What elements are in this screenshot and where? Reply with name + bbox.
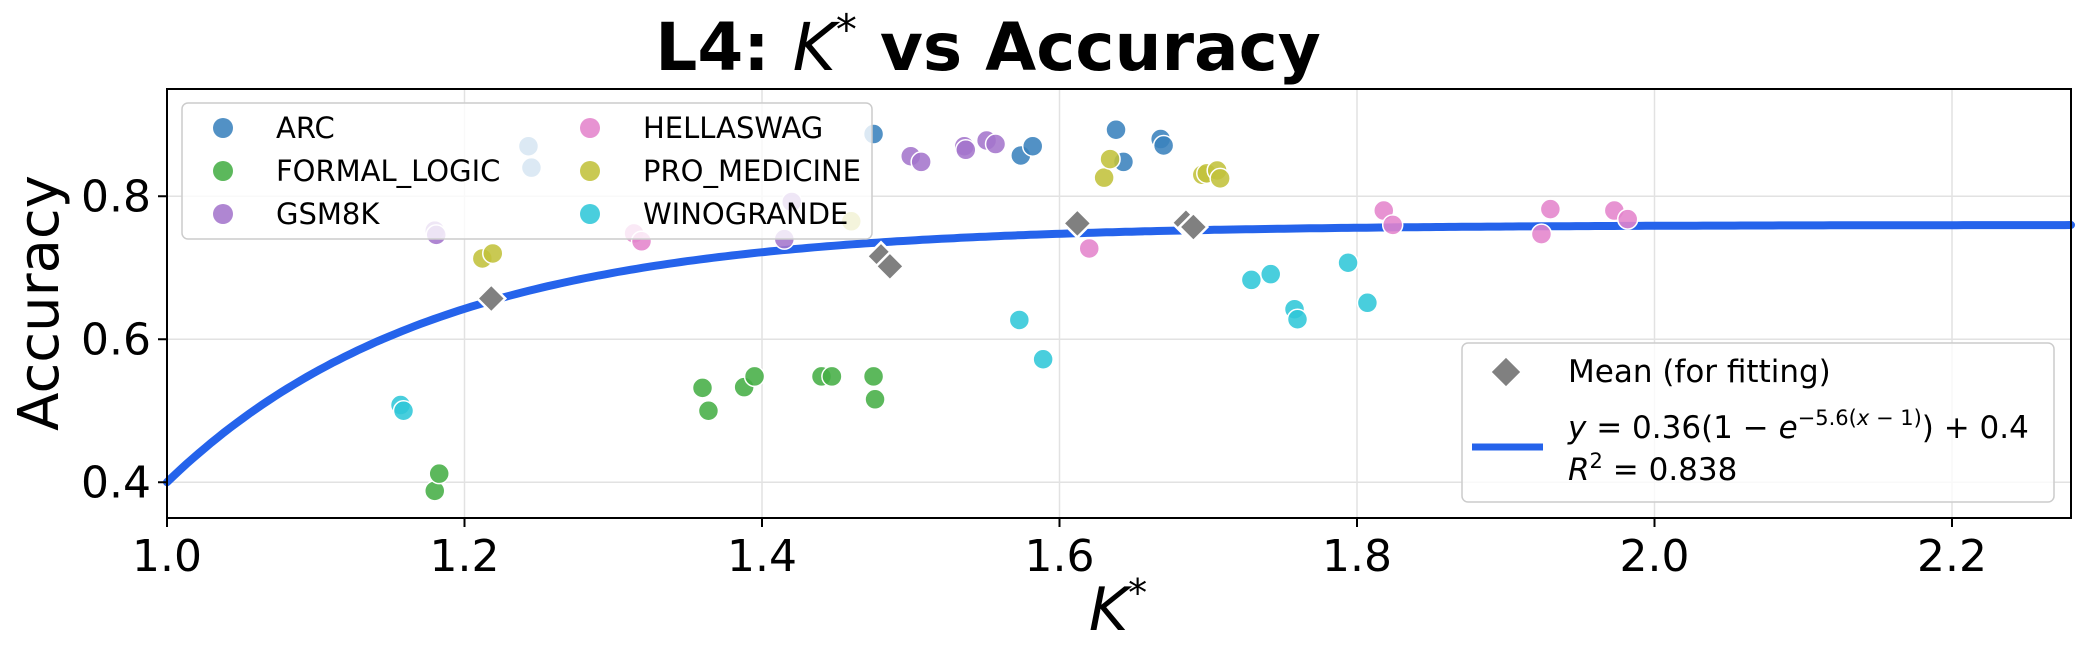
legend-marker: [580, 161, 600, 181]
legend-label: FORMAL_LOGIC: [276, 154, 500, 188]
point-hellaswag: [1530, 223, 1553, 245]
point-winogrande: [1259, 263, 1282, 285]
legend-label: ARC: [276, 111, 335, 145]
plot-frame: [166, 88, 2072, 519]
x-tick-label: 1.8: [1322, 531, 1392, 582]
point-arc: [1021, 135, 1044, 157]
point-gsm8k: [910, 151, 932, 173]
x-tick-label: 1.4: [727, 531, 797, 582]
chart-title-var: K: [793, 9, 841, 86]
mean-marker: [874, 250, 906, 283]
point-winogrande: [1356, 292, 1379, 314]
point-pro-medicine: [1093, 166, 1115, 189]
point-formal-logic: [743, 365, 766, 388]
point-formal-logic: [428, 462, 450, 485]
legend-fit-equation: y = 0.36(1 − e−5.6(x − 1)) + 0.4: [1567, 406, 2029, 446]
x-tick-label: 1.6: [1025, 531, 1095, 582]
legend-label: PRO_MEDICINE: [643, 154, 861, 188]
series-legend: ARC FORMAL_LOGIC GSM8K HELLASWAG PRO_MEDICIN…: [181, 102, 873, 240]
legend-marker: [580, 204, 600, 224]
legend-label: WINOGRANDE: [643, 197, 848, 231]
point-pro-medicine: [1099, 148, 1121, 170]
x-tick-label: 1.2: [430, 531, 500, 582]
point-hellaswag: [1539, 198, 1562, 220]
y-tick-label: 0.6: [81, 314, 151, 365]
x-tick-label: 2.0: [1620, 531, 1690, 582]
point-winogrande: [392, 400, 415, 422]
point-formal-logic: [821, 365, 843, 388]
legend-marker: [580, 118, 600, 138]
mean-marker: [1061, 207, 1094, 240]
chart-title-prefix: L4:: [655, 9, 792, 86]
point-hellaswag: [1078, 237, 1100, 260]
point-hellaswag: [1381, 214, 1404, 236]
legend-mean-label: Mean (for fitting): [1568, 354, 1831, 390]
point-formal-logic: [864, 388, 886, 411]
y-axis-label: Accuracy: [7, 175, 72, 431]
point-winogrande: [1032, 348, 1054, 371]
x-axis-label-var: K: [1089, 575, 1133, 645]
legend-marker: [213, 161, 233, 181]
point-pro-medicine: [482, 242, 504, 265]
mean-markers-layer: [475, 206, 1210, 315]
point-pro-medicine: [1209, 167, 1231, 190]
mean-marker: [1177, 211, 1210, 243]
axis-ticks: 1.0 1.2 1.4 1.6 1.8 2.0 2.2 0.4 0.6 0.8: [81, 171, 1987, 582]
y-tick-label: 0.8: [81, 171, 151, 222]
legend-marker: [213, 118, 233, 138]
point-formal-logic: [691, 377, 714, 399]
point-hellaswag: [1616, 208, 1639, 230]
fit-legend: Mean (for fitting) y = 0.36(1 − e−5.6(x …: [1461, 342, 2055, 503]
point-winogrande: [1240, 269, 1263, 291]
x-axis-label-sup: *: [1128, 571, 1147, 615]
legend-mean-marker: [1491, 357, 1521, 387]
legend-marker: [213, 204, 233, 224]
point-gsm8k: [955, 139, 977, 161]
point-winogrande: [1337, 251, 1359, 274]
fit-legend-box: [1461, 342, 2055, 503]
point-winogrande: [1008, 309, 1031, 331]
point-winogrande: [1286, 308, 1309, 330]
series-legend-box: [181, 102, 873, 240]
point-arc: [1105, 119, 1127, 141]
legend-label: GSM8K: [276, 197, 380, 231]
y-tick-label: 0.4: [81, 457, 151, 508]
legend-label: HELLASWAG: [643, 111, 823, 145]
x-tick-label: 1.0: [132, 531, 202, 582]
point-formal-logic: [862, 365, 885, 388]
point-gsm8k: [984, 133, 1007, 155]
point-arc: [1152, 134, 1175, 157]
x-axis-label: K*: [1089, 571, 1147, 645]
mean-marker: [475, 282, 508, 315]
x-tick-label: 2.2: [1917, 531, 1987, 582]
chart-title-sup: *: [836, 5, 857, 54]
legend-r2: R2 = 0.838: [1568, 449, 1737, 488]
chart-title-suffix: vs Accuracy: [857, 9, 1321, 86]
chart-title: L4: K* vs Accuracy: [655, 5, 1320, 86]
point-formal-logic: [697, 400, 720, 422]
